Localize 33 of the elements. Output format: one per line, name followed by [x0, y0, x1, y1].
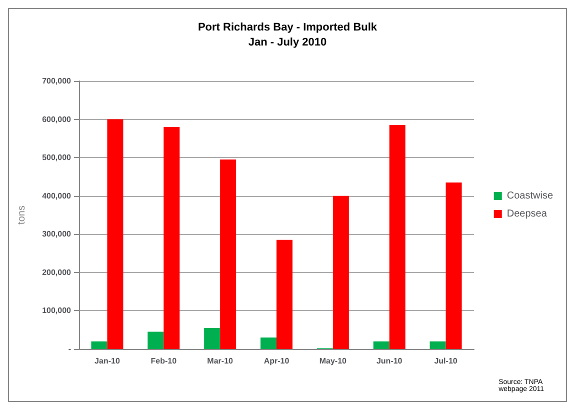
y-tick-label: 700,000 — [42, 76, 72, 86]
x-tick-label: Jul-10 — [434, 356, 458, 366]
bar — [446, 182, 462, 349]
y-tick-label: 300,000 — [42, 230, 72, 239]
chart-subtitle: Jan - July 2010 — [248, 36, 327, 48]
bar — [204, 328, 220, 349]
chart-title: Port Richards Bay - Imported Bulk — [198, 22, 378, 34]
x-tick-label: Feb-10 — [150, 356, 178, 366]
bar — [164, 126, 180, 349]
bar — [430, 341, 446, 349]
y-tick-label: 100,000 — [42, 306, 72, 316]
bar — [148, 332, 164, 349]
x-tick-label: Apr-10 — [264, 356, 290, 366]
legend-label: Coastwise — [506, 190, 554, 202]
y-tick-label: 600,000 — [42, 114, 72, 124]
y-tick-label: - — [68, 344, 72, 354]
bar — [107, 119, 124, 349]
x-tick-label: Jun-10 — [376, 356, 403, 366]
x-tick-label: Mar-10 — [207, 356, 234, 366]
x-tick-label: May-10 — [319, 356, 348, 366]
bar — [260, 338, 276, 349]
bar — [220, 159, 236, 349]
y-tick-label: 500,000 — [42, 153, 72, 162]
legend-label: Deepsea — [506, 208, 548, 220]
bar — [332, 196, 349, 349]
bar — [389, 125, 406, 349]
bar — [373, 341, 390, 349]
y-axis-title: tons — [16, 206, 28, 224]
x-tick-label: Jan-10 — [94, 356, 120, 366]
y-tick-label: 200,000 — [42, 268, 72, 277]
bar — [276, 240, 292, 349]
bar — [91, 341, 108, 349]
y-tick-label: 400,000 — [42, 191, 72, 200]
